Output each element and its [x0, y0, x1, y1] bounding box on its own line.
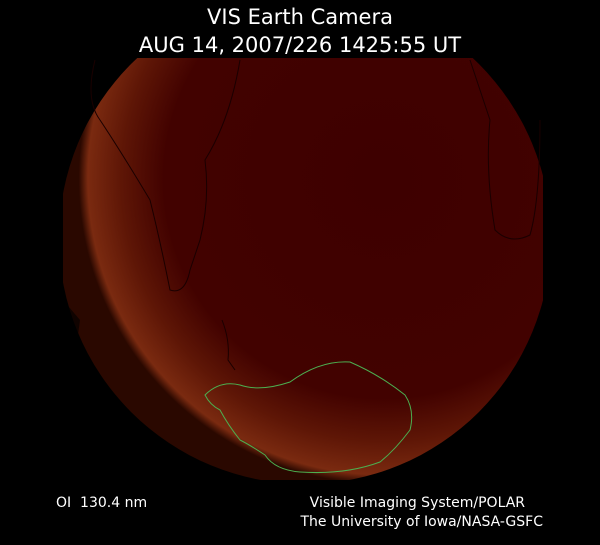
timestamp: AUG 14, 2007/226 1425:55 UT [139, 33, 461, 57]
australia-coastline [469, 59, 541, 240]
filter-label: OI 130.4 nm [56, 495, 147, 511]
credit-line: The University of Iowa/NASA-GSFC [299, 514, 543, 530]
limb-shadow [63, 300, 80, 480]
africa-coastline [90, 59, 241, 292]
antarctica-coastline [204, 361, 413, 474]
title: VIS Earth Camera [207, 5, 393, 29]
earth-disk [63, 58, 543, 480]
credit-line: Visible Imaging System/POLAR [310, 495, 526, 511]
south-america-tip [221, 319, 236, 371]
earth-disk-group [63, 58, 543, 480]
